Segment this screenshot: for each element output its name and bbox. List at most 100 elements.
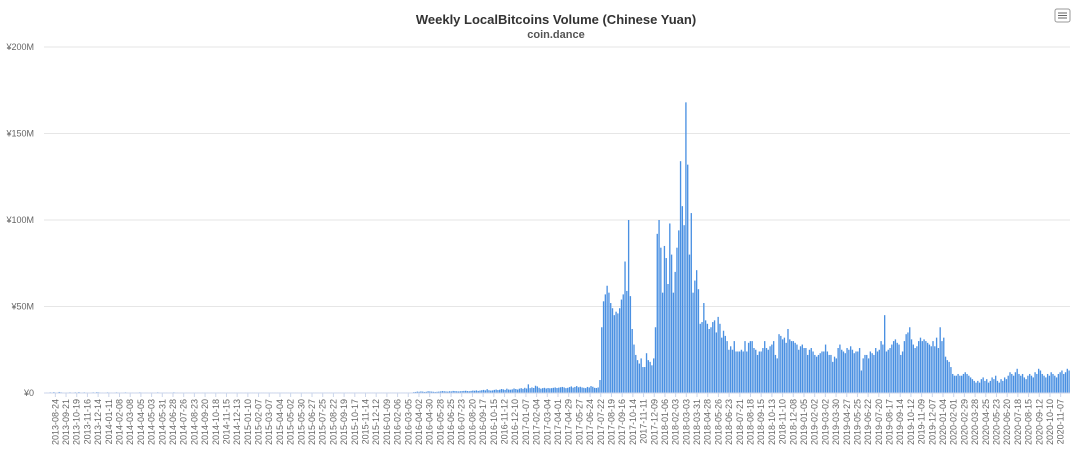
bar[interactable] [597, 387, 599, 393]
bar[interactable] [590, 386, 592, 393]
bar[interactable] [681, 206, 684, 393]
bar[interactable] [687, 164, 689, 393]
bar[interactable] [907, 332, 909, 393]
bar[interactable] [731, 349, 734, 393]
bar[interactable] [993, 379, 995, 393]
bar[interactable] [653, 358, 655, 393]
bar[interactable] [977, 380, 979, 393]
bar[interactable] [935, 337, 938, 393]
bar[interactable] [649, 361, 651, 393]
bar[interactable] [1007, 375, 1009, 393]
bar[interactable] [987, 382, 990, 393]
bar[interactable] [873, 354, 875, 393]
bar[interactable] [615, 311, 617, 393]
bar[interactable] [500, 389, 503, 393]
bar[interactable] [491, 390, 494, 393]
bar[interactable] [522, 388, 524, 393]
bar[interactable] [595, 387, 598, 393]
bar[interactable] [588, 387, 590, 393]
bar[interactable] [916, 346, 918, 393]
bar[interactable] [572, 387, 574, 393]
bar[interactable] [695, 270, 698, 393]
bar[interactable] [456, 391, 458, 393]
bar[interactable] [538, 387, 540, 393]
bar[interactable] [490, 390, 492, 393]
bar[interactable] [1064, 372, 1067, 393]
bar[interactable] [769, 346, 771, 393]
bar[interactable] [701, 322, 703, 393]
bar[interactable] [971, 379, 974, 393]
bar[interactable] [905, 334, 907, 393]
bar[interactable] [1063, 373, 1065, 393]
bar[interactable] [803, 348, 805, 393]
bar[interactable] [685, 102, 687, 394]
bar[interactable] [429, 391, 431, 393]
bar[interactable] [1030, 375, 1033, 393]
bar[interactable] [955, 375, 957, 393]
bar[interactable] [1050, 372, 1052, 393]
bar[interactable] [848, 349, 850, 393]
bar[interactable] [493, 389, 495, 393]
bar[interactable] [1052, 373, 1054, 393]
bar[interactable] [642, 367, 644, 393]
bar[interactable] [740, 349, 743, 393]
bar[interactable] [647, 360, 649, 393]
bar[interactable] [515, 389, 517, 393]
bar[interactable] [894, 339, 897, 393]
bar[interactable] [1005, 379, 1008, 393]
bar[interactable] [919, 337, 922, 393]
bar[interactable] [669, 223, 671, 393]
bar[interactable] [946, 360, 949, 393]
bar[interactable] [824, 344, 827, 393]
bar[interactable] [482, 389, 485, 393]
bar[interactable] [1018, 373, 1020, 393]
bar[interactable] [629, 296, 632, 393]
bar[interactable] [506, 388, 508, 393]
bar[interactable] [472, 390, 474, 393]
bar[interactable] [1057, 373, 1060, 393]
bar[interactable] [1012, 375, 1015, 393]
bar[interactable] [715, 332, 718, 393]
bar[interactable] [651, 365, 653, 393]
bar[interactable] [903, 341, 906, 393]
bar[interactable] [921, 341, 923, 393]
bar[interactable] [638, 363, 641, 393]
bar[interactable] [801, 344, 803, 393]
bar[interactable] [918, 341, 920, 393]
bar[interactable] [910, 339, 913, 393]
bar[interactable] [1046, 373, 1049, 393]
bar[interactable] [959, 375, 961, 393]
bar[interactable] [749, 341, 752, 393]
bar[interactable] [556, 387, 558, 393]
bar[interactable] [810, 348, 812, 393]
bar[interactable] [830, 354, 832, 393]
bar[interactable] [1002, 380, 1004, 393]
bar[interactable] [892, 341, 895, 393]
bar[interactable] [561, 386, 564, 393]
bar[interactable] [783, 337, 786, 393]
bar[interactable] [473, 390, 476, 393]
bar[interactable] [756, 354, 759, 393]
bar[interactable] [866, 354, 868, 393]
bar[interactable] [543, 387, 546, 393]
bar[interactable] [767, 349, 769, 393]
bar[interactable] [762, 348, 764, 393]
bar[interactable] [862, 358, 864, 393]
bar[interactable] [928, 344, 931, 393]
bar[interactable] [434, 391, 436, 393]
bar[interactable] [760, 351, 762, 393]
bar[interactable] [531, 387, 533, 393]
bar[interactable] [518, 388, 521, 393]
bar[interactable] [499, 389, 501, 393]
bar[interactable] [735, 351, 737, 393]
bar[interactable] [785, 342, 787, 393]
bar[interactable] [422, 391, 424, 393]
bar[interactable] [495, 389, 497, 393]
bar[interactable] [726, 341, 728, 393]
bar[interactable] [968, 375, 970, 393]
bar[interactable] [679, 161, 682, 393]
bar[interactable] [439, 391, 442, 393]
bar[interactable] [420, 391, 422, 393]
bar[interactable] [450, 391, 453, 393]
bar[interactable] [805, 348, 807, 393]
